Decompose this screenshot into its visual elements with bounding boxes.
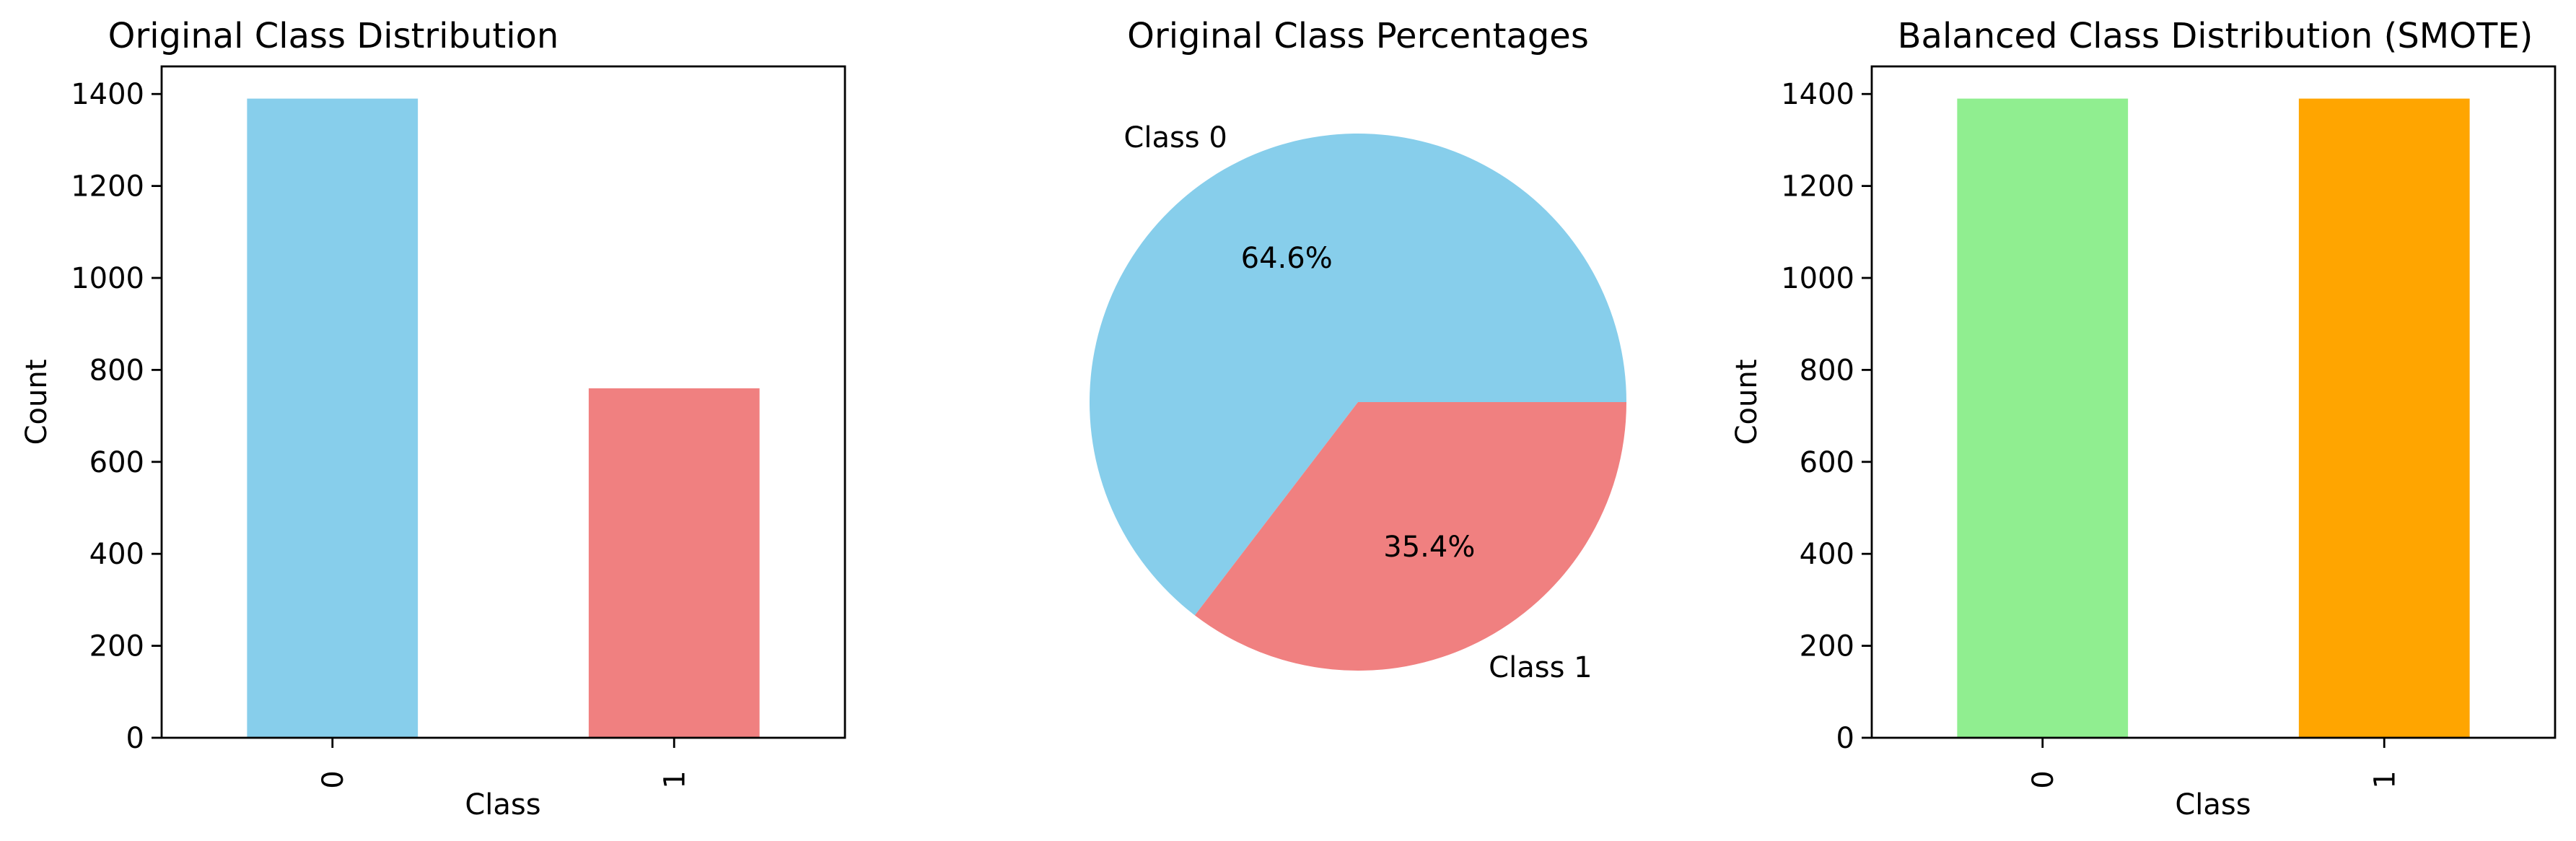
y-tick-label: 800 (89, 354, 144, 387)
x-tick-label: 1 (2368, 770, 2401, 788)
y-tick-label: 400 (89, 538, 144, 571)
original-distribution-chart: Original Class Distribution 0 200 400 600 80… (20, 16, 846, 822)
x-tick-label: 1 (658, 770, 691, 788)
bars (1957, 98, 2470, 738)
y-tick-label: 1400 (71, 78, 144, 111)
x-tick-label: 0 (2027, 770, 2060, 788)
pie-percent-label: 64.6% (1241, 242, 1333, 275)
y-tick-label: 600 (89, 446, 144, 479)
pie-percent-label: 35.4% (1383, 531, 1475, 564)
chart-title: Original Class Percentages (1127, 16, 1589, 56)
plot-frame (1870, 65, 2557, 739)
y-tick-label: 200 (1800, 630, 1854, 663)
pie-slices (1090, 133, 1626, 671)
y-axis-label: Count (1730, 360, 1764, 445)
y-tick-label: 800 (1800, 354, 1854, 387)
x-tick-label: 0 (317, 770, 350, 788)
bar-0 (1957, 98, 2129, 738)
y-tick-label: 200 (89, 630, 144, 663)
y-axis-ticks: 0 200 400 600 800 1000 1200 1400 (71, 78, 162, 755)
pie-slice-0 (1090, 133, 1626, 616)
chart-title: Original Class Distribution (108, 16, 559, 56)
pie-labels: Class 0 64.6% Class 1 35.4% (1123, 121, 1592, 684)
bars (247, 98, 760, 738)
bar-0 (247, 98, 419, 738)
pie-label: Class 0 (1123, 121, 1227, 154)
y-tick-label: 600 (1800, 446, 1854, 479)
y-tick-label: 1200 (71, 170, 144, 204)
balanced-distribution-chart: Balanced Class Distribution (SMOTE) 0 200… (1730, 16, 2557, 822)
x-axis-label: Class (465, 788, 540, 822)
y-tick-label: 0 (126, 722, 144, 755)
y-tick-label: 1400 (1781, 78, 1854, 111)
x-axis-label: Class (2175, 788, 2251, 822)
pie-slice-1 (1194, 402, 1626, 671)
y-tick-label: 1000 (71, 262, 144, 295)
chart-title: Balanced Class Distribution (SMOTE) (1898, 16, 2533, 56)
pie-label: Class 1 (1489, 651, 1592, 684)
bar-1 (2298, 98, 2470, 738)
y-tick-label: 400 (1800, 538, 1854, 571)
original-percentages-pie: Original Class Percentages Class 064.6%C… (1090, 16, 1626, 684)
bar-1 (588, 388, 760, 738)
y-tick-label: 0 (1836, 722, 1854, 755)
y-axis-label: Count (20, 360, 53, 445)
plot-frame (160, 65, 846, 739)
y-axis-ticks: 0 200 400 600 800 1000 1200 1400 (1781, 78, 1872, 755)
y-tick-label: 1000 (1781, 262, 1854, 295)
y-tick-label: 1200 (1781, 170, 1854, 204)
